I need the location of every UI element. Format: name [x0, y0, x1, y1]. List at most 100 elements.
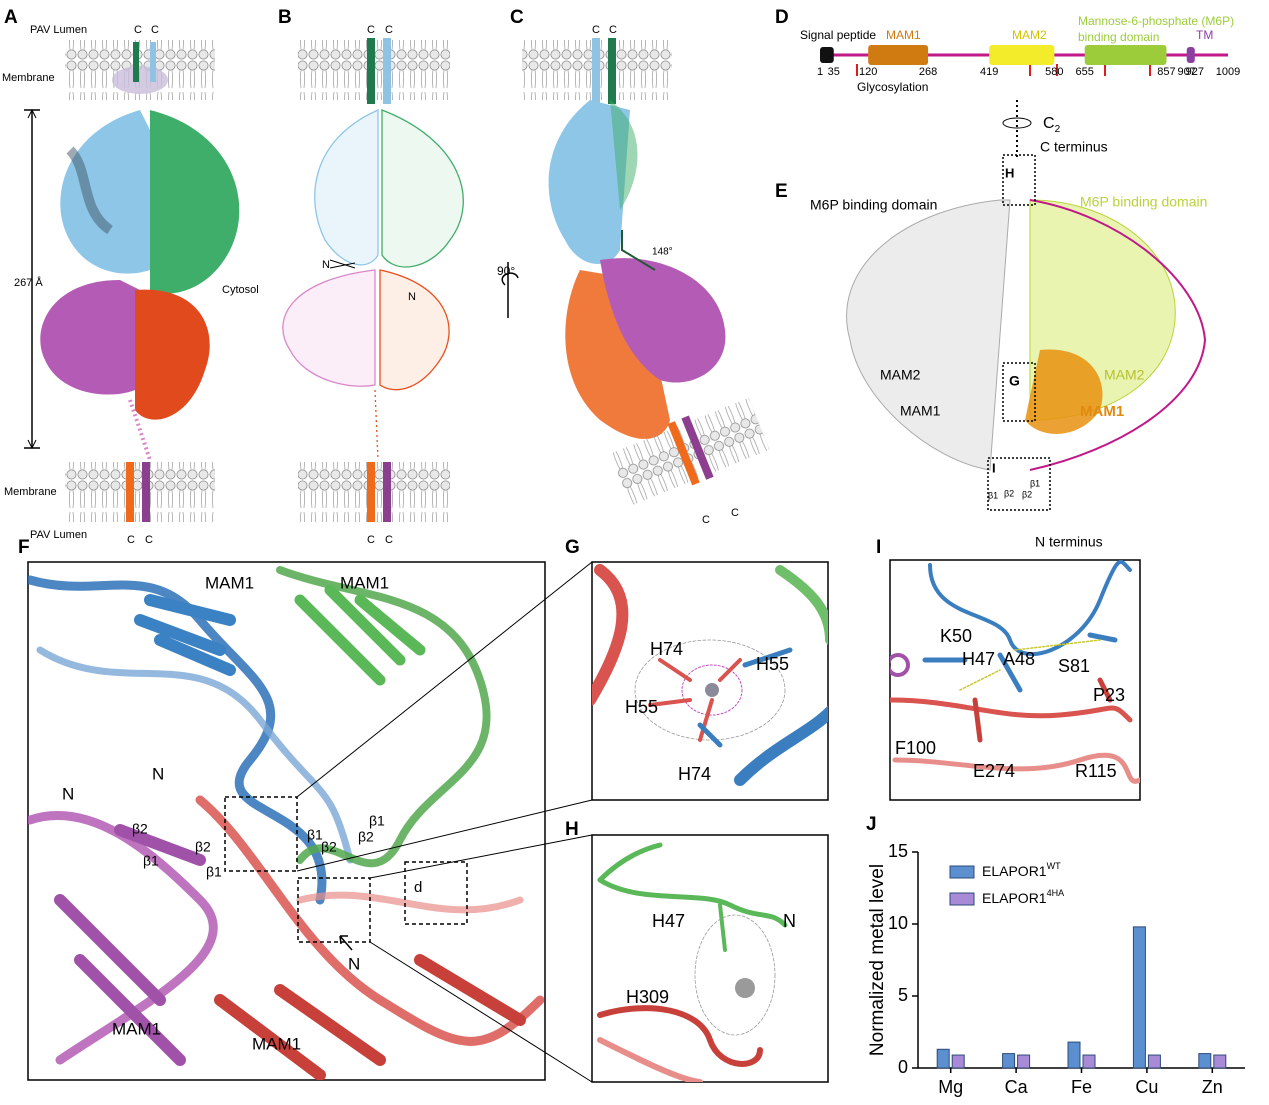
signal-peptide — [820, 47, 834, 63]
residue-number: 268 — [919, 66, 937, 78]
panel-label: A — [4, 7, 18, 28]
annotation: 267 Å — [14, 276, 43, 289]
residue-number: 655 — [1076, 66, 1094, 78]
panel-label: C — [510, 7, 524, 28]
annotation: Membrane — [4, 486, 57, 498]
annotation: 90° — [497, 264, 515, 278]
panel-label: D — [775, 7, 789, 28]
annotation: F100 — [895, 738, 936, 758]
bar — [1213, 1054, 1227, 1069]
annotation: MAM1 — [1080, 403, 1124, 420]
annotation: Cytosol — [222, 284, 259, 296]
bar — [1067, 1041, 1081, 1069]
y-axis-label: Normalized metal level — [867, 864, 888, 1056]
annotation: MAM2 — [1104, 367, 1145, 383]
annotation: C — [731, 507, 739, 519]
annotation: 148° — [652, 247, 673, 258]
symmetry-subscript: 2 — [1055, 124, 1061, 135]
annotation: TM — [1196, 28, 1213, 42]
y-tick-label: 15 — [888, 841, 908, 861]
annotation: binding domain — [1078, 30, 1159, 44]
annotation: N — [62, 784, 74, 803]
annotation: β2 — [195, 839, 211, 855]
bar — [1002, 1053, 1016, 1069]
annotation: H47 — [962, 649, 995, 669]
bar — [1132, 926, 1146, 1069]
m6p-domain — [1084, 45, 1167, 65]
panel-label: J — [866, 814, 877, 835]
annotation: C — [367, 24, 375, 36]
legend-superscript: WT — [1047, 861, 1061, 871]
legend-name: ELAPOR1 — [982, 890, 1047, 906]
residue-number: 580 — [1045, 66, 1063, 78]
annotation: H47 — [652, 911, 685, 931]
annotation: MAM1 — [252, 1034, 301, 1053]
bar — [1198, 1053, 1212, 1069]
annotation: R115 — [1075, 761, 1117, 781]
annotation: MAM1 — [340, 573, 389, 592]
annotation: β2 — [321, 839, 337, 855]
annotation: β2 — [1022, 489, 1032, 499]
panel-label: G — [565, 537, 580, 558]
panel-f-art — [27, 561, 593, 1083]
annotation: E274 — [973, 761, 1015, 781]
annotation: MAM2 — [1012, 28, 1047, 42]
panel-e-art — [846, 100, 1207, 511]
panel-a-art — [24, 40, 240, 522]
panel-g-art — [591, 561, 829, 801]
residue-number: 907 — [1178, 66, 1196, 78]
annotation: C — [367, 534, 375, 546]
panel-b-art — [282, 38, 464, 522]
annotation: C — [609, 24, 617, 36]
legend-label: ELAPOR1WT — [982, 861, 1061, 878]
legend-swatch — [949, 865, 975, 879]
annotation: C — [385, 24, 393, 36]
y-tick-label: 5 — [898, 985, 908, 1005]
panel-h-art — [591, 834, 829, 1083]
panel-label: H — [565, 819, 579, 840]
annotation: β1 — [1030, 478, 1040, 488]
annotation: H74 — [650, 639, 683, 659]
annotation: MAM2 — [880, 367, 921, 383]
annotation: β2 — [1004, 488, 1014, 498]
panel-label: I — [876, 537, 881, 558]
annotation: PAV Lumen — [30, 24, 87, 36]
panel-i-art — [889, 559, 1141, 801]
y-tick-label: 0 — [898, 1057, 908, 1077]
annotation: C — [702, 514, 710, 526]
mam1-domain — [868, 45, 929, 65]
annotation: Membrane — [2, 72, 55, 84]
annotation: C — [134, 24, 142, 36]
mam2-domain — [989, 45, 1055, 65]
annotation: C — [145, 534, 153, 546]
bar — [1147, 1054, 1161, 1069]
bar — [1082, 1054, 1096, 1069]
annotation: MAM1 — [205, 573, 254, 592]
annotation: C — [127, 534, 135, 546]
annotation: β1 — [369, 813, 385, 829]
legend-label: ELAPOR14HA — [982, 888, 1064, 905]
residue-number: 857 — [1157, 66, 1175, 78]
panel-label: F — [18, 537, 30, 558]
annotation: K50 — [940, 626, 972, 646]
annotation: N — [322, 259, 330, 271]
residue-number: 35 — [828, 66, 840, 78]
panel-label: B — [278, 7, 292, 28]
annotation: N — [408, 291, 416, 303]
residue-number: 419 — [980, 66, 998, 78]
annotation: β1 — [988, 490, 998, 500]
annotation: Glycosylation — [857, 80, 928, 94]
annotation: H55 — [625, 697, 658, 717]
residue-number: 927 — [1186, 66, 1204, 78]
annotation: C — [385, 534, 393, 546]
annotation: S81 — [1058, 656, 1090, 676]
tm-domain — [1186, 47, 1195, 63]
bar — [951, 1054, 965, 1069]
x-tick-label: Mg — [938, 1077, 963, 1097]
residue-number: 120 — [859, 66, 877, 78]
y-tick-label: 10 — [888, 913, 908, 933]
annotation: M6P binding domain — [810, 197, 937, 213]
residue-number: 1 — [817, 66, 823, 78]
legend-swatch — [949, 892, 975, 906]
bar — [936, 1048, 950, 1069]
